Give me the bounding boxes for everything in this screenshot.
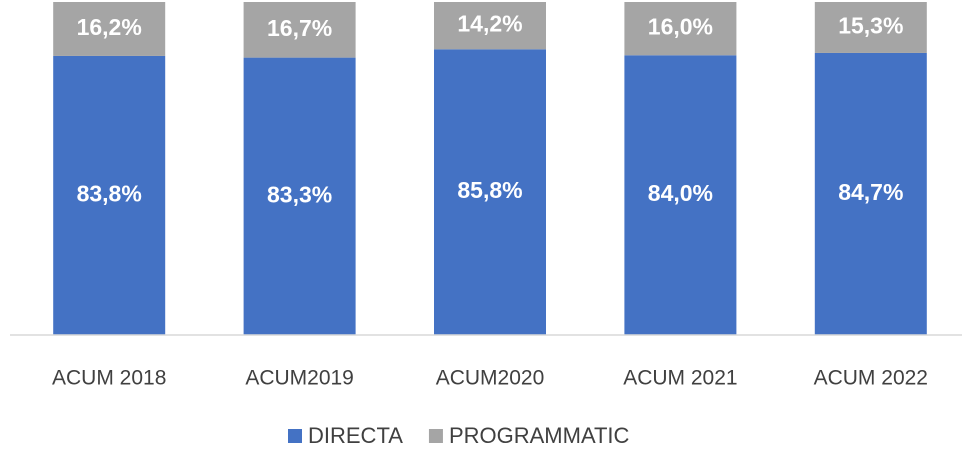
bar-segment — [814, 52, 927, 335]
x-tick-label: ACUM 2022 — [814, 367, 928, 390]
bar-segment — [53, 55, 166, 336]
bar-segment — [434, 2, 546, 50]
legend-swatch — [428, 429, 443, 443]
x-tick-label: ACUM2020 — [436, 367, 545, 390]
data-label: 83,3% — [267, 181, 332, 207]
legend-swatch — [288, 429, 302, 443]
bar-segment — [624, 55, 737, 335]
bar-segment — [53, 2, 166, 56]
legend-label: PROGRAMMATIC — [449, 423, 630, 448]
data-label: 85,8% — [457, 177, 522, 203]
data-label: 14,2% — [457, 11, 522, 37]
data-label: 16,0% — [648, 14, 713, 40]
bar-segment — [243, 57, 356, 336]
data-label: 84,7% — [838, 179, 903, 205]
bar-segment — [434, 49, 546, 335]
data-label: 16,7% — [267, 15, 332, 41]
data-label: 16,2% — [77, 14, 142, 40]
x-tick-label: ACUM2019 — [245, 367, 354, 390]
data-label: 83,8% — [77, 181, 142, 207]
data-label: 84,0% — [648, 180, 713, 206]
bar-segment — [243, 2, 356, 58]
x-tick-label: ACUM 2021 — [623, 367, 737, 390]
bar-segment — [814, 2, 927, 53]
x-tick-label: ACUM 2018 — [52, 367, 166, 390]
data-label: 15,3% — [838, 13, 903, 39]
legend-label: DIRECTA — [308, 423, 403, 448]
bar-segment — [624, 2, 737, 56]
